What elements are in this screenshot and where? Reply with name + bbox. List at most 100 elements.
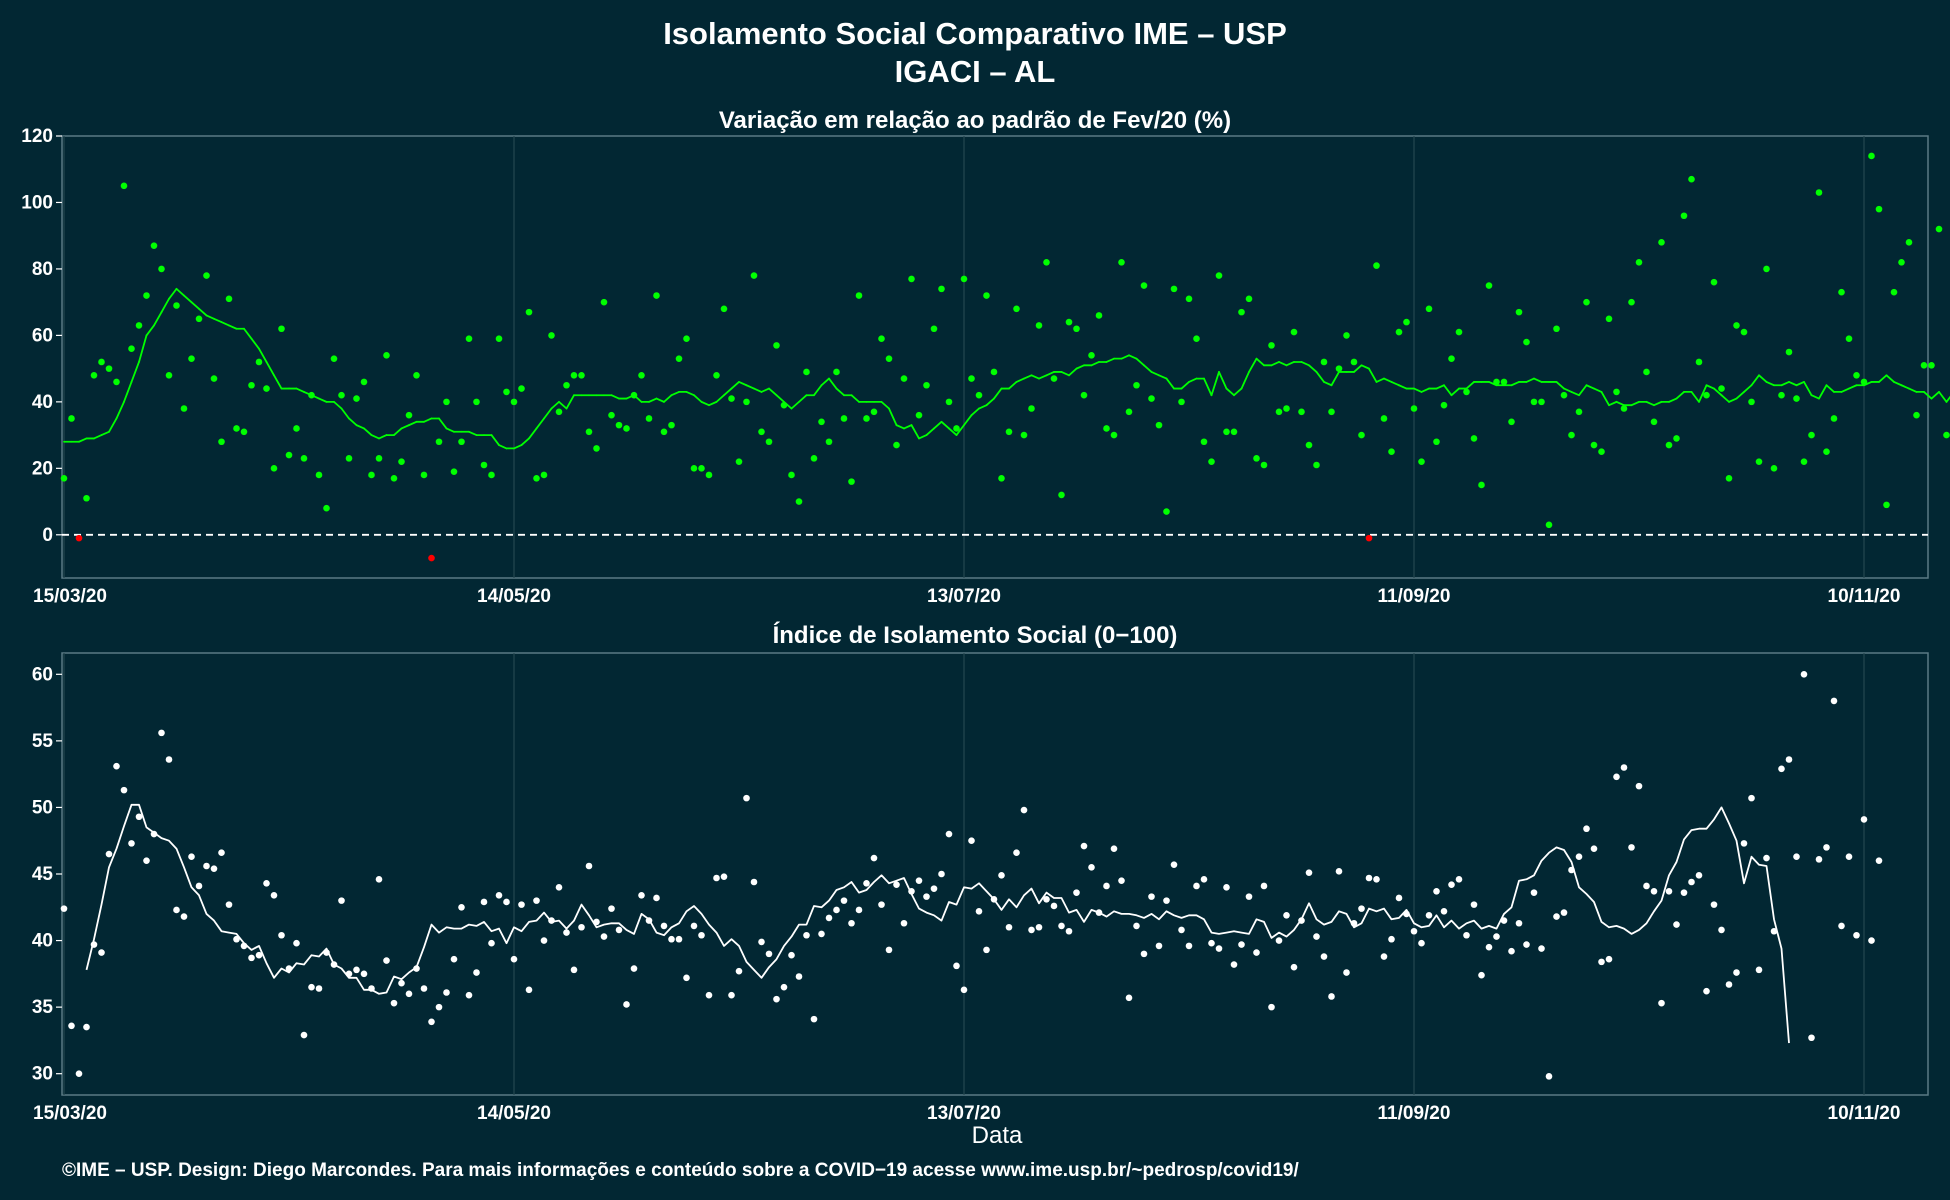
data-point bbox=[203, 862, 210, 870]
data-point bbox=[750, 878, 758, 886]
data-point bbox=[750, 272, 758, 279]
moving-average-segment bbox=[93, 434, 103, 440]
data-point bbox=[1785, 756, 1793, 763]
moving-average-segment bbox=[1713, 387, 1723, 397]
data-point bbox=[1335, 365, 1343, 372]
data-point bbox=[1523, 941, 1530, 948]
y-tick-label: 45 bbox=[32, 864, 54, 885]
data-point bbox=[375, 876, 383, 883]
data-point bbox=[1245, 893, 1253, 900]
moving-average-segment bbox=[168, 287, 178, 300]
moving-average-segment bbox=[243, 327, 253, 340]
data-point bbox=[1155, 942, 1163, 950]
data-point bbox=[593, 445, 600, 452]
data-point bbox=[1388, 935, 1395, 943]
data-point bbox=[1823, 448, 1830, 456]
moving-average-segment bbox=[333, 400, 343, 410]
y-tick-label: 35 bbox=[32, 997, 54, 1018]
moving-average-segment bbox=[1825, 384, 1835, 393]
y-tick-label: 40 bbox=[32, 392, 53, 413]
data-point bbox=[1050, 902, 1058, 910]
panel2-x-axis: 15/03/20 14/05/20 13/07/20 11/09/20 10/11/20 bbox=[33, 1103, 1900, 1124]
data-point bbox=[1268, 342, 1275, 349]
data-point bbox=[165, 371, 173, 379]
data-point bbox=[1470, 435, 1478, 442]
data-point bbox=[593, 918, 600, 926]
data-point bbox=[960, 986, 968, 994]
moving-average-segment bbox=[558, 400, 568, 410]
data-point bbox=[1650, 418, 1658, 426]
data-point bbox=[885, 946, 893, 954]
data-point bbox=[1875, 857, 1883, 864]
data-point bbox=[728, 991, 735, 999]
moving-average-segment bbox=[220, 321, 230, 327]
data-point bbox=[1073, 325, 1080, 333]
data-point bbox=[420, 471, 428, 479]
data-point bbox=[1853, 371, 1860, 379]
data-point bbox=[1703, 987, 1710, 995]
data-point bbox=[1575, 853, 1583, 860]
moving-average-segment bbox=[543, 407, 553, 420]
moving-average-segment bbox=[1120, 354, 1130, 360]
data-point bbox=[240, 428, 248, 436]
data-point bbox=[435, 438, 443, 446]
data-point bbox=[1538, 398, 1545, 406]
chart-title-line1: Isolamento Social Comparativo IME – USP bbox=[663, 16, 1287, 51]
y-tick-label: 55 bbox=[32, 731, 54, 752]
moving-average-segment bbox=[1143, 364, 1153, 373]
data-point bbox=[1343, 969, 1350, 976]
data-point bbox=[1440, 907, 1448, 915]
moving-average-segment bbox=[138, 334, 148, 363]
panel2-points bbox=[60, 671, 1883, 1080]
data-point bbox=[1710, 278, 1718, 286]
chart-title-line2: IGACI – AL bbox=[895, 54, 1056, 89]
data-point bbox=[938, 870, 945, 878]
data-point bbox=[825, 914, 833, 922]
data-point bbox=[1305, 869, 1313, 876]
moving-average-segment bbox=[700, 400, 710, 407]
data-point bbox=[143, 292, 150, 299]
data-point bbox=[60, 905, 68, 912]
data-point bbox=[330, 355, 338, 362]
moving-average-segment bbox=[1600, 390, 1610, 407]
data-point bbox=[795, 498, 803, 505]
data-point bbox=[128, 840, 135, 847]
data-point bbox=[1380, 415, 1388, 422]
data-point bbox=[1815, 856, 1823, 863]
data-point bbox=[930, 325, 938, 333]
moving-average-segment bbox=[1728, 397, 1738, 403]
data-point bbox=[473, 398, 480, 406]
data-point bbox=[1440, 401, 1448, 409]
moving-average-segment bbox=[1233, 387, 1243, 397]
data-point bbox=[188, 355, 195, 362]
data-point bbox=[1163, 897, 1170, 904]
data-point bbox=[998, 475, 1005, 482]
data-point bbox=[1695, 872, 1703, 879]
data-point bbox=[548, 917, 555, 924]
data-point bbox=[1433, 438, 1440, 446]
moving-average-segment bbox=[1630, 400, 1640, 407]
moving-average-segment bbox=[175, 287, 185, 297]
data-point bbox=[360, 378, 368, 386]
data-point bbox=[1725, 981, 1733, 988]
data-point bbox=[1838, 922, 1845, 930]
data-point bbox=[338, 897, 345, 904]
data-point bbox=[1478, 481, 1485, 489]
data-point bbox=[848, 919, 855, 927]
data-point bbox=[1095, 312, 1103, 319]
moving-average-segment bbox=[1038, 374, 1048, 380]
data-point bbox=[1298, 917, 1305, 924]
data-point bbox=[563, 929, 570, 936]
data-point bbox=[1928, 362, 1935, 369]
data-point bbox=[1943, 431, 1950, 439]
data-point bbox=[698, 465, 705, 472]
moving-average-segment bbox=[828, 377, 838, 390]
data-point bbox=[825, 438, 833, 446]
moving-average-segment bbox=[1720, 394, 1730, 403]
moving-average-segment bbox=[798, 394, 808, 403]
moving-average-segment bbox=[130, 361, 140, 383]
data-point bbox=[105, 365, 113, 372]
data-point bbox=[1358, 905, 1365, 912]
data-point bbox=[285, 965, 293, 972]
moving-average-segment bbox=[1923, 390, 1933, 400]
